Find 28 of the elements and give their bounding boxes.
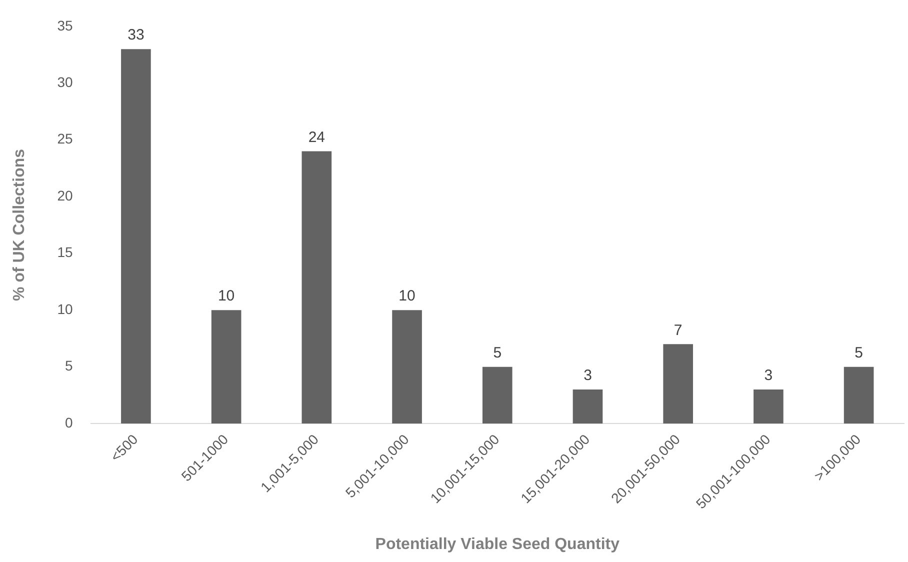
bar: [392, 310, 422, 424]
bar: [844, 366, 874, 424]
data-label: 3: [584, 367, 592, 384]
bar: [482, 366, 512, 424]
y-tick-label: 20: [57, 187, 73, 204]
data-label: 10: [218, 288, 235, 305]
bar: [211, 310, 242, 424]
y-axis-title: % of UK Collections: [11, 148, 28, 301]
data-label: 5: [493, 344, 502, 362]
x-axis-title: Potentially Viable Seed Quantity: [375, 536, 620, 553]
bar: [121, 49, 151, 424]
y-tick-label: 0: [64, 414, 73, 430]
data-label: 24: [308, 128, 326, 146]
data-label: 5: [854, 344, 863, 362]
data-label: 10: [398, 288, 416, 305]
y-tick-label: 10: [57, 300, 73, 317]
y-tick-label: 35: [57, 17, 73, 34]
y-tick-label: 25: [57, 130, 73, 147]
bar: [302, 151, 332, 424]
y-tick-label: 30: [57, 74, 73, 90]
bar: [663, 344, 694, 424]
bar: [572, 390, 603, 424]
y-tick-label: 15: [57, 244, 73, 260]
data-label: 33: [128, 26, 144, 44]
data-label: 3: [764, 367, 773, 384]
y-tick-label: 5: [64, 358, 73, 374]
data-label: 7: [674, 322, 682, 339]
bar: [754, 390, 784, 424]
